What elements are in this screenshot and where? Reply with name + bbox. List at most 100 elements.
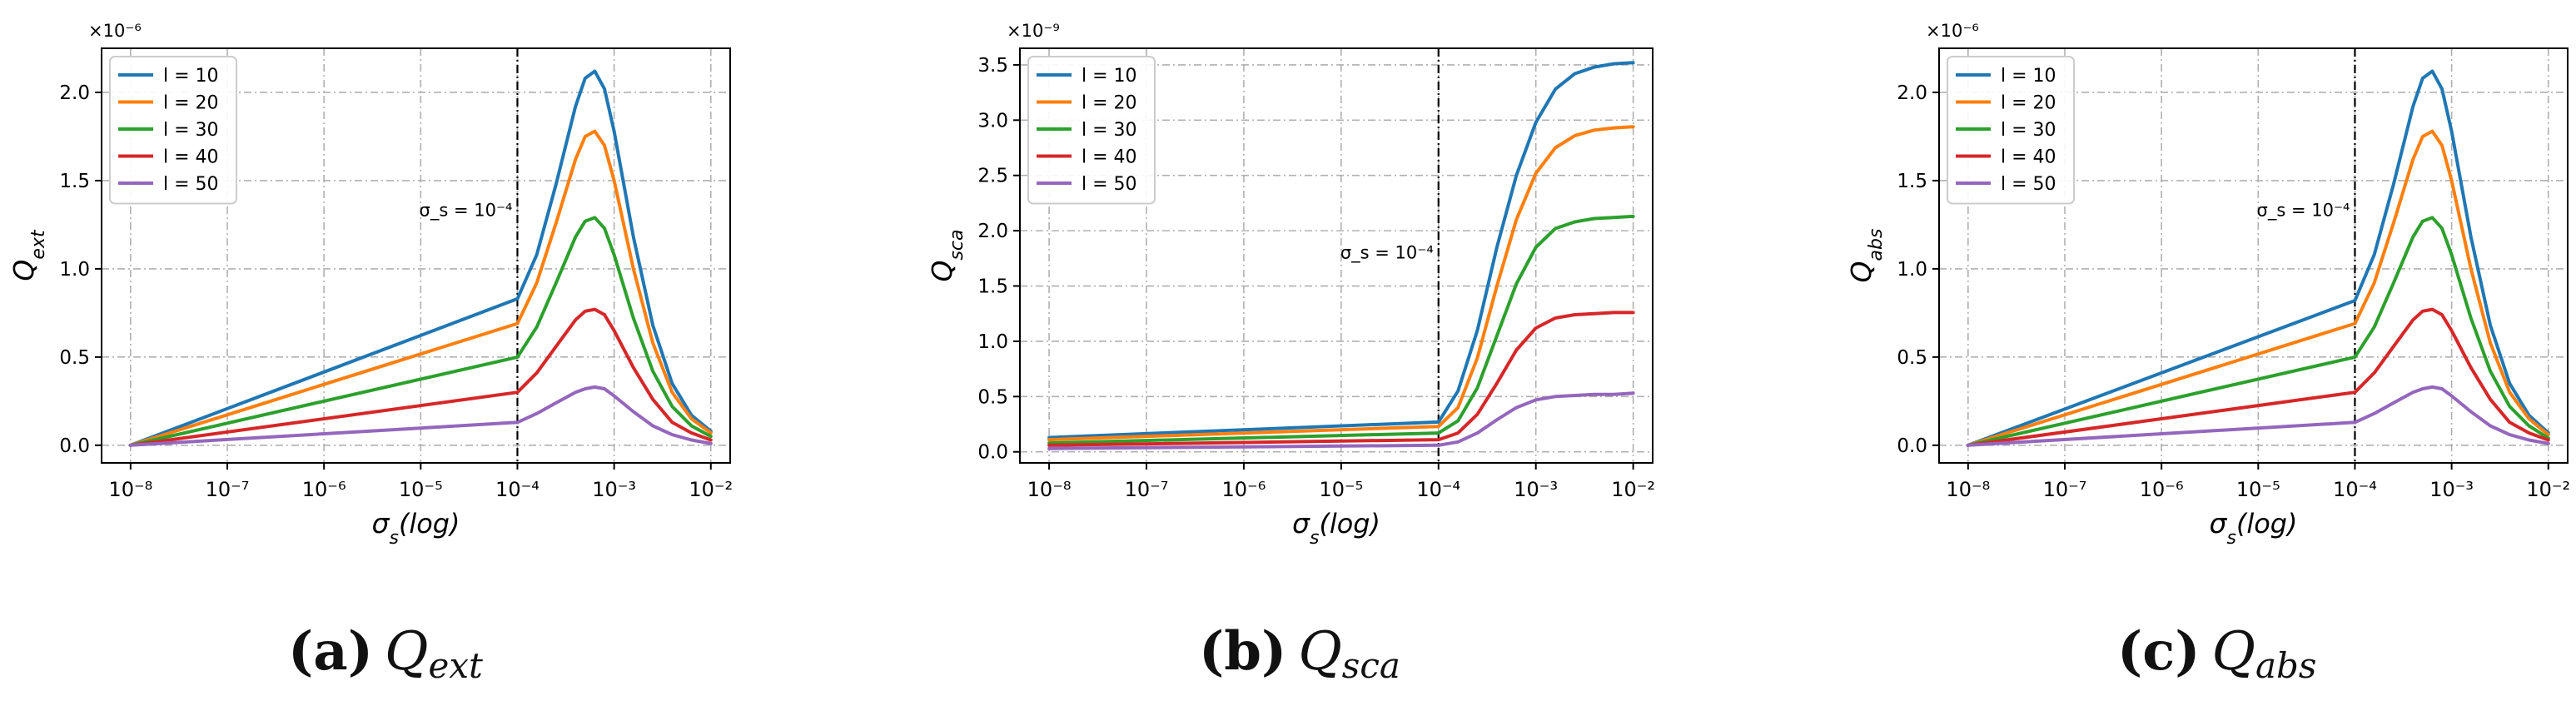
series-line-2 xyxy=(128,129,713,447)
x-axis-label: σs(log) xyxy=(372,507,460,549)
y-tick-label: 0.5 xyxy=(1897,347,1927,369)
caption-c-subscript: abs xyxy=(2255,645,2317,686)
x-tick-label: 10⁻⁸ xyxy=(108,478,152,501)
series-line-3 xyxy=(1966,216,2550,447)
legend-label-1: l = 10 xyxy=(2001,66,2056,87)
legend-box xyxy=(1027,56,1156,205)
x-tick-label: 10⁻⁴ xyxy=(1416,478,1460,501)
legend-label-2: l = 20 xyxy=(1082,93,1137,114)
reference-vline-label: σ_s = 10⁻⁴ xyxy=(1340,242,1434,263)
x-tick-label: 10⁻⁸ xyxy=(1946,478,1990,501)
series-line-2 xyxy=(1047,125,1635,442)
legend-label-1: l = 10 xyxy=(163,66,219,87)
series-line-1 xyxy=(128,69,713,447)
caption-c: (c) Qabs xyxy=(2117,620,2316,686)
axes-frame xyxy=(1019,47,1654,464)
y-tick-label: 0.0 xyxy=(1897,435,1927,457)
legend-label-4: l = 40 xyxy=(2001,147,2056,168)
legend-label-3: l = 30 xyxy=(2001,120,2056,141)
x-tick-label: 10⁻⁵ xyxy=(2236,478,2280,501)
legend-label-1: l = 10 xyxy=(1082,66,1137,87)
legend-label-2: l = 20 xyxy=(2001,93,2056,114)
series-line-5 xyxy=(1047,391,1635,450)
y-tick-label: 1.5 xyxy=(977,276,1008,298)
caption-a-tag: (a) xyxy=(288,620,374,683)
axes-frame xyxy=(101,47,731,464)
y-tick-label: 1.0 xyxy=(59,259,90,281)
legend-label-3: l = 30 xyxy=(163,120,219,141)
y-tick-label: 1.5 xyxy=(1897,171,1927,192)
legend-label-5: l = 50 xyxy=(163,174,219,195)
x-tick-label: 10⁻² xyxy=(2526,478,2570,501)
y-tick-label: 3.0 xyxy=(977,110,1008,132)
x-tick-label: 10⁻⁶ xyxy=(2140,478,2184,501)
x-tick-label: 10⁻⁵ xyxy=(1319,478,1363,501)
y-multiplier: ×10⁻⁹ xyxy=(1007,21,1060,41)
x-tick-label: 10⁻³ xyxy=(592,478,636,501)
y-tick-label: 2.5 xyxy=(977,166,1008,187)
chart-panel-b: σ_s = 10⁻⁴ 10⁻⁸ 10⁻⁷ 10⁻⁶ 10⁻⁵ 10⁻⁴ 10⁻³ 10⁻² 0.… xyxy=(926,21,1655,549)
y-tick-label: 1.0 xyxy=(977,331,1008,353)
legend-label-4: l = 40 xyxy=(1082,147,1137,168)
series-line-4 xyxy=(128,307,713,447)
reference-vline-label: σ_s = 10⁻⁴ xyxy=(2257,200,2350,221)
y-tick-label: 0.0 xyxy=(59,435,90,457)
caption-b-tag: (b) xyxy=(1199,620,1287,683)
legend-box xyxy=(1947,56,2075,205)
y-tick-label: 1.0 xyxy=(1897,259,1927,281)
x-tick-label: 10⁻⁷ xyxy=(1125,478,1169,501)
series-line-2 xyxy=(1966,129,2550,447)
x-tick-label: 10⁻⁷ xyxy=(2043,478,2087,501)
series-line-1 xyxy=(1047,61,1635,440)
caption-b-symbol: Q xyxy=(1298,621,1342,683)
y-multiplier: ×10⁻⁶ xyxy=(1926,21,1979,41)
caption-b-subscript: sca xyxy=(1341,645,1400,686)
legend-label-4: l = 40 xyxy=(163,147,219,168)
caption-c-tag: (c) xyxy=(2117,620,2201,683)
x-tick-label: 10⁻⁵ xyxy=(399,478,443,501)
x-tick-label: 10⁻² xyxy=(1611,478,1655,501)
series-line-4 xyxy=(1047,311,1635,447)
series-line-1 xyxy=(1966,69,2550,447)
x-tick-label: 10⁻³ xyxy=(2429,478,2474,501)
legend-label-2: l = 20 xyxy=(163,93,219,114)
x-tick-label: 10⁻⁶ xyxy=(302,478,346,501)
y-tick-label: 2.0 xyxy=(977,221,1008,242)
caption-a-subscript: ext xyxy=(428,645,483,686)
reference-vline-label: σ_s = 10⁻⁴ xyxy=(420,200,513,221)
y-tick-label: 0.5 xyxy=(59,347,90,369)
caption-c-symbol: Q xyxy=(2211,621,2255,683)
chart-panel-c: σ_s = 10⁻⁴ 10⁻⁸ 10⁻⁷ 10⁻⁶ 10⁻⁵ 10⁻⁴ 10⁻³ 10⁻² 0.… xyxy=(1845,21,2570,549)
y-multiplier: ×10⁻⁶ xyxy=(88,21,142,41)
series-line-5 xyxy=(128,385,713,447)
x-tick-label: 10⁻⁶ xyxy=(1222,478,1266,501)
x-tick-label: 10⁻⁴ xyxy=(495,478,540,501)
y-tick-label: 3.5 xyxy=(977,55,1008,77)
x-axis-label: σs(log) xyxy=(2210,507,2298,549)
y-tick-label: 2.0 xyxy=(59,82,90,104)
x-tick-label: 10⁻⁴ xyxy=(2333,478,2377,501)
y-tick-label: 0.0 xyxy=(977,442,1008,464)
legend-label-5: l = 50 xyxy=(2001,174,2056,195)
x-tick-label: 10⁻⁸ xyxy=(1027,478,1072,501)
series-line-3 xyxy=(128,216,713,447)
x-tick-label: 10⁻⁷ xyxy=(206,478,250,501)
legend-label-3: l = 30 xyxy=(1082,120,1137,141)
axes-frame xyxy=(1938,47,2569,464)
x-axis-label: σs(log) xyxy=(1292,507,1380,549)
series-line-4 xyxy=(1966,307,2550,447)
caption-b: (b) Qsca xyxy=(1199,620,1400,686)
y-tick-label: 2.0 xyxy=(1897,82,1927,104)
y-tick-label: 1.5 xyxy=(59,171,90,192)
legend-box xyxy=(109,56,237,205)
y-axis-label: Qabs xyxy=(1845,229,1887,283)
caption-a-symbol: Q xyxy=(385,621,429,683)
series-line-5 xyxy=(1966,385,2550,447)
x-tick-label: 10⁻² xyxy=(689,478,733,501)
chart-panel-a: σ_s = 10⁻⁴ 10⁻⁸ 10⁻⁷ 10⁻⁶ 10⁻⁵ 10⁻⁴ 10⁻³ 10⁻² 0.… xyxy=(7,21,733,549)
legend-label-5: l = 50 xyxy=(1082,174,1137,195)
x-tick-label: 10⁻³ xyxy=(1514,478,1558,501)
series-line-3 xyxy=(1047,214,1635,445)
caption-a: (a) Qext xyxy=(288,620,483,686)
